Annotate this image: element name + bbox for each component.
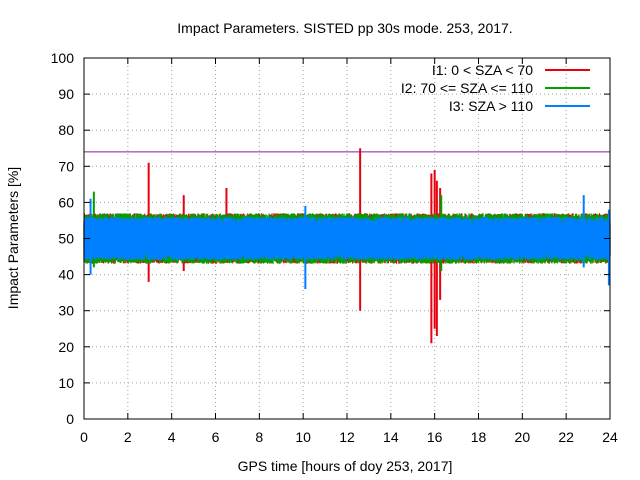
series-3-trace <box>83 216 611 261</box>
y-tick-label: 80 <box>58 122 74 138</box>
x-axis-label: GPS time [hours of doy 253, 2017] <box>238 458 453 474</box>
x-tick-label: 22 <box>558 429 574 445</box>
legend: I1: 0 < SZA < 70 I2: 70 <= SZA <= 110 I3: … <box>401 62 590 114</box>
legend-entry-label: I2: 70 <= SZA <= 110 <box>401 80 533 96</box>
y-tick-label: 50 <box>58 231 74 247</box>
x-tick-label: 10 <box>295 429 311 445</box>
x-tick-label: 18 <box>471 429 487 445</box>
y-tick-label: 30 <box>58 303 74 319</box>
y-tick-label: 0 <box>66 411 74 427</box>
legend-entry-label: I1: 0 < SZA < 70 <box>432 62 533 78</box>
x-tick-label: 24 <box>602 429 618 445</box>
y-tick-label: 10 <box>58 375 74 391</box>
x-tick-label: 6 <box>212 429 220 445</box>
legend-entry-label: I3: SZA > 110 <box>449 98 533 114</box>
x-tick-label: 4 <box>168 429 176 445</box>
chart-title: Impact Parameters. SISTED pp 30s mode. 2… <box>177 20 512 36</box>
y-tick-label: 100 <box>51 50 75 66</box>
axis-ticks: 0 2 4 6 8 10 12 14 16 18 20 22 240102030405060708090… <box>51 50 618 445</box>
y-tick-label: 90 <box>58 86 74 102</box>
data-series <box>83 148 611 344</box>
y-axis-label: Impact Parameters [%] <box>5 167 21 309</box>
y-tick-label: 60 <box>58 194 74 210</box>
y-tick-label: 70 <box>58 158 74 174</box>
x-tick-label: 12 <box>339 429 355 445</box>
x-tick-label: 14 <box>383 429 399 445</box>
y-tick-label: 20 <box>58 339 74 355</box>
y-tick-label: 40 <box>58 267 74 283</box>
x-tick-label: 16 <box>427 429 443 445</box>
x-tick-label: 0 <box>80 429 88 445</box>
x-tick-label: 2 <box>124 429 132 445</box>
x-tick-label: 20 <box>515 429 531 445</box>
x-tick-label: 8 <box>255 429 263 445</box>
